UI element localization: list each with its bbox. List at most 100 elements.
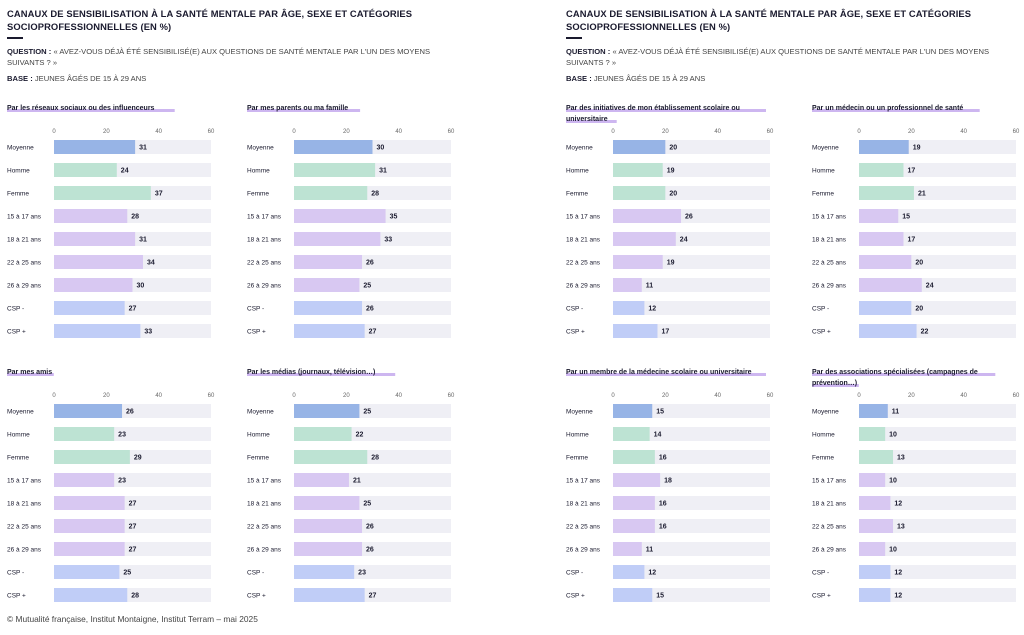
category-label: Moyenne — [247, 408, 274, 415]
category-label: 26 à 29 ans — [7, 546, 42, 553]
bar-row: CSP + 22 — [812, 324, 1016, 338]
right-panel: CANAUX DE SENSIBILISATION À LA SANTÉ MEN… — [566, 0, 1024, 635]
data-label: 15 — [656, 593, 664, 600]
data-label: 31 — [379, 168, 387, 175]
bar — [859, 496, 891, 510]
bar-track — [613, 278, 770, 292]
bar — [294, 519, 363, 533]
category-label: 18 à 21 ans — [566, 236, 601, 243]
x-tick-label: 0 — [857, 393, 861, 399]
category-label: CSP + — [7, 328, 26, 335]
bar-row: Homme 19 — [566, 163, 770, 177]
data-label: 35 — [390, 214, 398, 221]
category-label: 18 à 21 ans — [812, 236, 847, 243]
category-label: 22 à 25 ans — [566, 259, 601, 266]
bar-row: 15 à 17 ans 18 — [566, 473, 770, 487]
category-label: 22 à 25 ans — [566, 523, 601, 530]
x-tick-label: 60 — [1013, 393, 1020, 399]
x-tick-label: 60 — [448, 393, 455, 399]
bar-row: 26 à 29 ans 11 — [566, 278, 770, 292]
category-label: 22 à 25 ans — [812, 259, 847, 266]
bar-row: CSP - 23 — [247, 565, 451, 579]
bar-row: 18 à 21 ans 17 — [812, 232, 1016, 246]
category-label: 26 à 29 ans — [566, 546, 601, 553]
bar-row: Femme 16 — [566, 450, 770, 464]
x-tick-label: 40 — [960, 393, 967, 399]
title-highlight — [812, 109, 980, 112]
category-label: 22 à 25 ans — [7, 523, 42, 530]
bar-row: 15 à 17 ans 15 — [812, 209, 1016, 223]
bar-row: Homme 31 — [247, 163, 451, 177]
data-label: 20 — [915, 306, 923, 313]
category-label: Moyenne — [812, 408, 839, 415]
title-highlight — [7, 109, 175, 112]
category-label: 18 à 21 ans — [7, 500, 42, 507]
data-label: 29 — [134, 455, 142, 462]
bar — [613, 209, 682, 223]
bar-row: Moyenne 15 — [566, 404, 770, 418]
bar — [613, 186, 666, 200]
bar — [613, 588, 653, 602]
bar — [294, 278, 360, 292]
category-label: Femme — [247, 454, 269, 461]
bar — [613, 301, 645, 315]
bar-row: 15 à 17 ans 21 — [247, 473, 451, 487]
x-tick-label: 0 — [52, 393, 56, 399]
category-label: 15 à 17 ans — [566, 477, 601, 484]
title-highlight — [247, 373, 396, 376]
category-label: 15 à 17 ans — [812, 213, 847, 220]
bar-row: 18 à 21 ans 16 — [566, 496, 770, 510]
bar-row: 22 à 25 ans 16 — [566, 519, 770, 533]
bar — [294, 542, 363, 556]
data-label: 17 — [907, 237, 915, 244]
bar — [294, 209, 386, 223]
bar — [54, 301, 125, 315]
x-tick-label: 40 — [155, 129, 162, 135]
data-label: 12 — [648, 570, 656, 577]
category-label: 15 à 17 ans — [7, 477, 42, 484]
category-label: 18 à 21 ans — [812, 500, 847, 507]
bar — [859, 140, 909, 154]
data-label: 15 — [902, 214, 910, 221]
data-label: 25 — [363, 283, 371, 290]
bar-row: 22 à 25 ans 19 — [566, 255, 770, 269]
bar-row: Homme 24 — [7, 163, 211, 177]
category-label: Homme — [566, 431, 589, 438]
bar-row: 15 à 17 ans 23 — [7, 473, 211, 487]
category-label: Homme — [812, 167, 835, 174]
category-label: Femme — [812, 454, 834, 461]
data-label: 17 — [907, 168, 915, 175]
category-label: Homme — [247, 431, 270, 438]
bar-row: 18 à 21 ans 25 — [247, 496, 451, 510]
bar — [859, 542, 886, 556]
data-label: 34 — [147, 260, 155, 267]
x-tick-label: 0 — [611, 393, 615, 399]
category-label: CSP + — [566, 592, 585, 599]
data-label: 28 — [371, 191, 379, 198]
chart-title: Par mes parents ou ma famille — [247, 105, 361, 112]
bar-row: Femme 21 — [812, 186, 1016, 200]
bar-row: CSP + 12 — [812, 588, 1016, 602]
bar — [859, 163, 904, 177]
data-label: 30 — [377, 145, 385, 152]
data-label: 26 — [126, 409, 134, 416]
bar-row: 18 à 21 ans 24 — [566, 232, 770, 246]
bar-row: Moyenne 31 — [7, 140, 211, 154]
x-tick-label: 0 — [292, 129, 296, 135]
data-label: 28 — [131, 593, 139, 600]
bar — [859, 427, 886, 441]
base-label-right: BASE : — [566, 74, 592, 83]
bar-row: 15 à 17 ans 26 — [566, 209, 770, 223]
title-highlight — [812, 373, 996, 376]
chart-title-line: Par des associations spécialisées (campa… — [812, 369, 978, 376]
category-label: CSP + — [7, 592, 26, 599]
category-label: Femme — [7, 190, 29, 197]
category-label: CSP - — [247, 569, 264, 576]
bar — [613, 140, 666, 154]
footer-credit: © Mutualité française, Institut Montaign… — [7, 614, 258, 624]
chart-title: Par des associations spécialisées (campa… — [812, 369, 996, 387]
title-highlight — [566, 120, 617, 123]
category-label: CSP - — [7, 569, 24, 576]
category-label: Moyenne — [7, 408, 34, 415]
chart-title: Par mes amis — [7, 369, 54, 376]
